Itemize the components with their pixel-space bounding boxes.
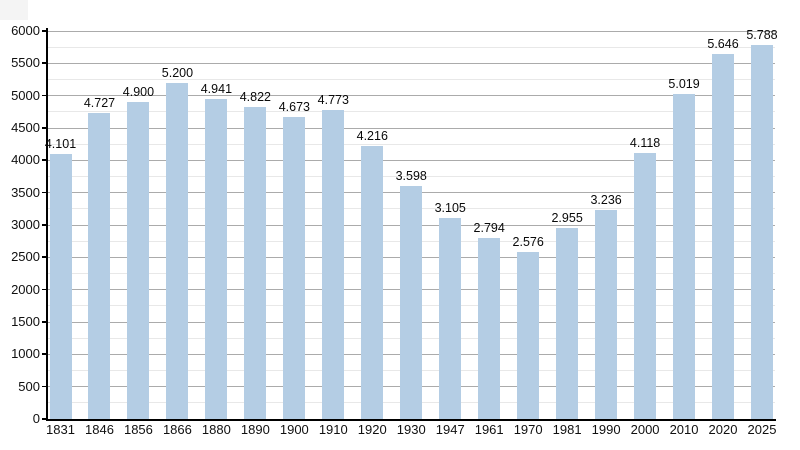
y-axis-label: 1500: [11, 314, 40, 329]
x-axis-label: 1970: [513, 422, 543, 437]
bar-value-label: 2.794: [473, 221, 505, 236]
bar-value-label: 4.673: [278, 99, 310, 114]
bar: [712, 53, 735, 419]
y-axis-tick: [42, 159, 47, 161]
major-gridline: [47, 95, 775, 97]
major-gridline: [47, 30, 775, 32]
y-axis-label: 3000: [11, 217, 40, 232]
y-axis-tick: [42, 353, 47, 355]
bar: [439, 218, 462, 419]
bar: [361, 146, 384, 419]
minor-gridline: [47, 176, 775, 177]
x-axis-label: 2000: [630, 422, 660, 437]
bar: [673, 94, 696, 419]
y-axis-line: [46, 28, 48, 420]
minor-gridline: [47, 46, 775, 48]
y-axis-label: 5000: [11, 87, 40, 103]
bar-value-label: 5.646: [707, 36, 739, 51]
bar: [595, 209, 618, 419]
x-axis-label: 2020: [708, 422, 738, 437]
bar-value-label: 2.955: [551, 210, 583, 225]
bar: [244, 107, 267, 419]
bar: [750, 44, 773, 419]
bar-value-label: 4.822: [239, 90, 271, 105]
x-axis-label: 2010: [669, 422, 699, 437]
minor-gridline: [47, 79, 775, 80]
x-axis-label: 1990: [591, 422, 621, 437]
bar-value-label: 4.941: [200, 82, 233, 97]
bar: [205, 99, 228, 419]
bar: [478, 238, 501, 419]
bar: [634, 152, 657, 419]
bar-value-label: 5.200: [161, 65, 194, 80]
bar: [166, 82, 189, 419]
x-axis-label: 1866: [162, 422, 192, 437]
x-axis-label: 1947: [435, 422, 465, 437]
y-axis-tick: [42, 94, 47, 97]
bar: [517, 252, 540, 419]
major-gridline: [47, 159, 775, 161]
x-axis-label: 1920: [357, 422, 387, 437]
x-axis-label: 1930: [396, 422, 426, 437]
x-axis-label: 1961: [474, 422, 504, 437]
x-axis-label: 1831: [46, 422, 75, 437]
y-axis-tick: [42, 62, 47, 64]
minor-gridline: [47, 143, 775, 145]
bar-value-label: 5.019: [668, 77, 700, 92]
bar-value-label: 4.216: [356, 129, 388, 144]
bar-value-label: 3.105: [434, 201, 466, 216]
y-axis-tick: [42, 224, 47, 226]
y-axis-tick: [42, 288, 47, 291]
y-axis-label: 5500: [11, 55, 40, 71]
y-axis-label: 4500: [11, 120, 40, 135]
bar-value-label: 4.900: [122, 85, 155, 100]
bar-value-label: 4.118: [629, 135, 661, 150]
y-axis-tick: [42, 30, 47, 32]
x-axis-label: 1846: [85, 422, 114, 437]
major-gridline: [47, 62, 775, 64]
bar: [88, 113, 111, 419]
bar: [556, 227, 579, 419]
y-axis-label: 2000: [11, 281, 40, 297]
bar: [127, 102, 150, 419]
y-axis-label: 4000: [11, 152, 40, 168]
bar-value-label: 4.101: [44, 136, 77, 151]
minor-gridline: [47, 111, 775, 113]
bar-value-label: 4.727: [83, 96, 116, 111]
x-axis-label: 1981: [552, 422, 582, 437]
y-axis-label: 500: [18, 378, 40, 394]
y-axis-tick: [42, 321, 47, 323]
bar: [322, 110, 345, 419]
bar: [400, 186, 423, 419]
bar-value-label: 5.788: [746, 27, 778, 42]
y-axis-tick: [42, 256, 47, 258]
bar-value-label: 4.773: [317, 93, 349, 108]
bar-value-label: 3.236: [590, 192, 622, 207]
bar-value-label: 3.598: [395, 169, 427, 184]
y-axis-label: 6000: [11, 23, 40, 38]
bar: [283, 116, 306, 419]
x-axis-label: 1900: [279, 422, 309, 437]
y-axis-tick: [42, 191, 47, 194]
x-axis-label: 2025: [747, 422, 777, 437]
y-axis-tick: [42, 127, 47, 129]
major-gridline: [47, 127, 775, 129]
x-axis-label: 1890: [240, 422, 270, 437]
x-axis-label: 1880: [201, 422, 231, 437]
y-axis-tick: [42, 385, 47, 388]
top-left-artifact: [0, 0, 28, 20]
y-axis-label: 2500: [11, 249, 40, 265]
x-axis-label: 1856: [123, 422, 153, 437]
y-axis-label: 3500: [11, 184, 40, 200]
bar-value-label: 2.576: [512, 235, 544, 250]
x-axis-line: [46, 419, 776, 421]
y-axis-label: 0: [32, 411, 40, 426]
bar: [49, 153, 72, 419]
x-axis-label: 1910: [318, 422, 348, 437]
y-axis-tick: [42, 418, 47, 420]
y-axis-label: 1000: [11, 346, 40, 362]
